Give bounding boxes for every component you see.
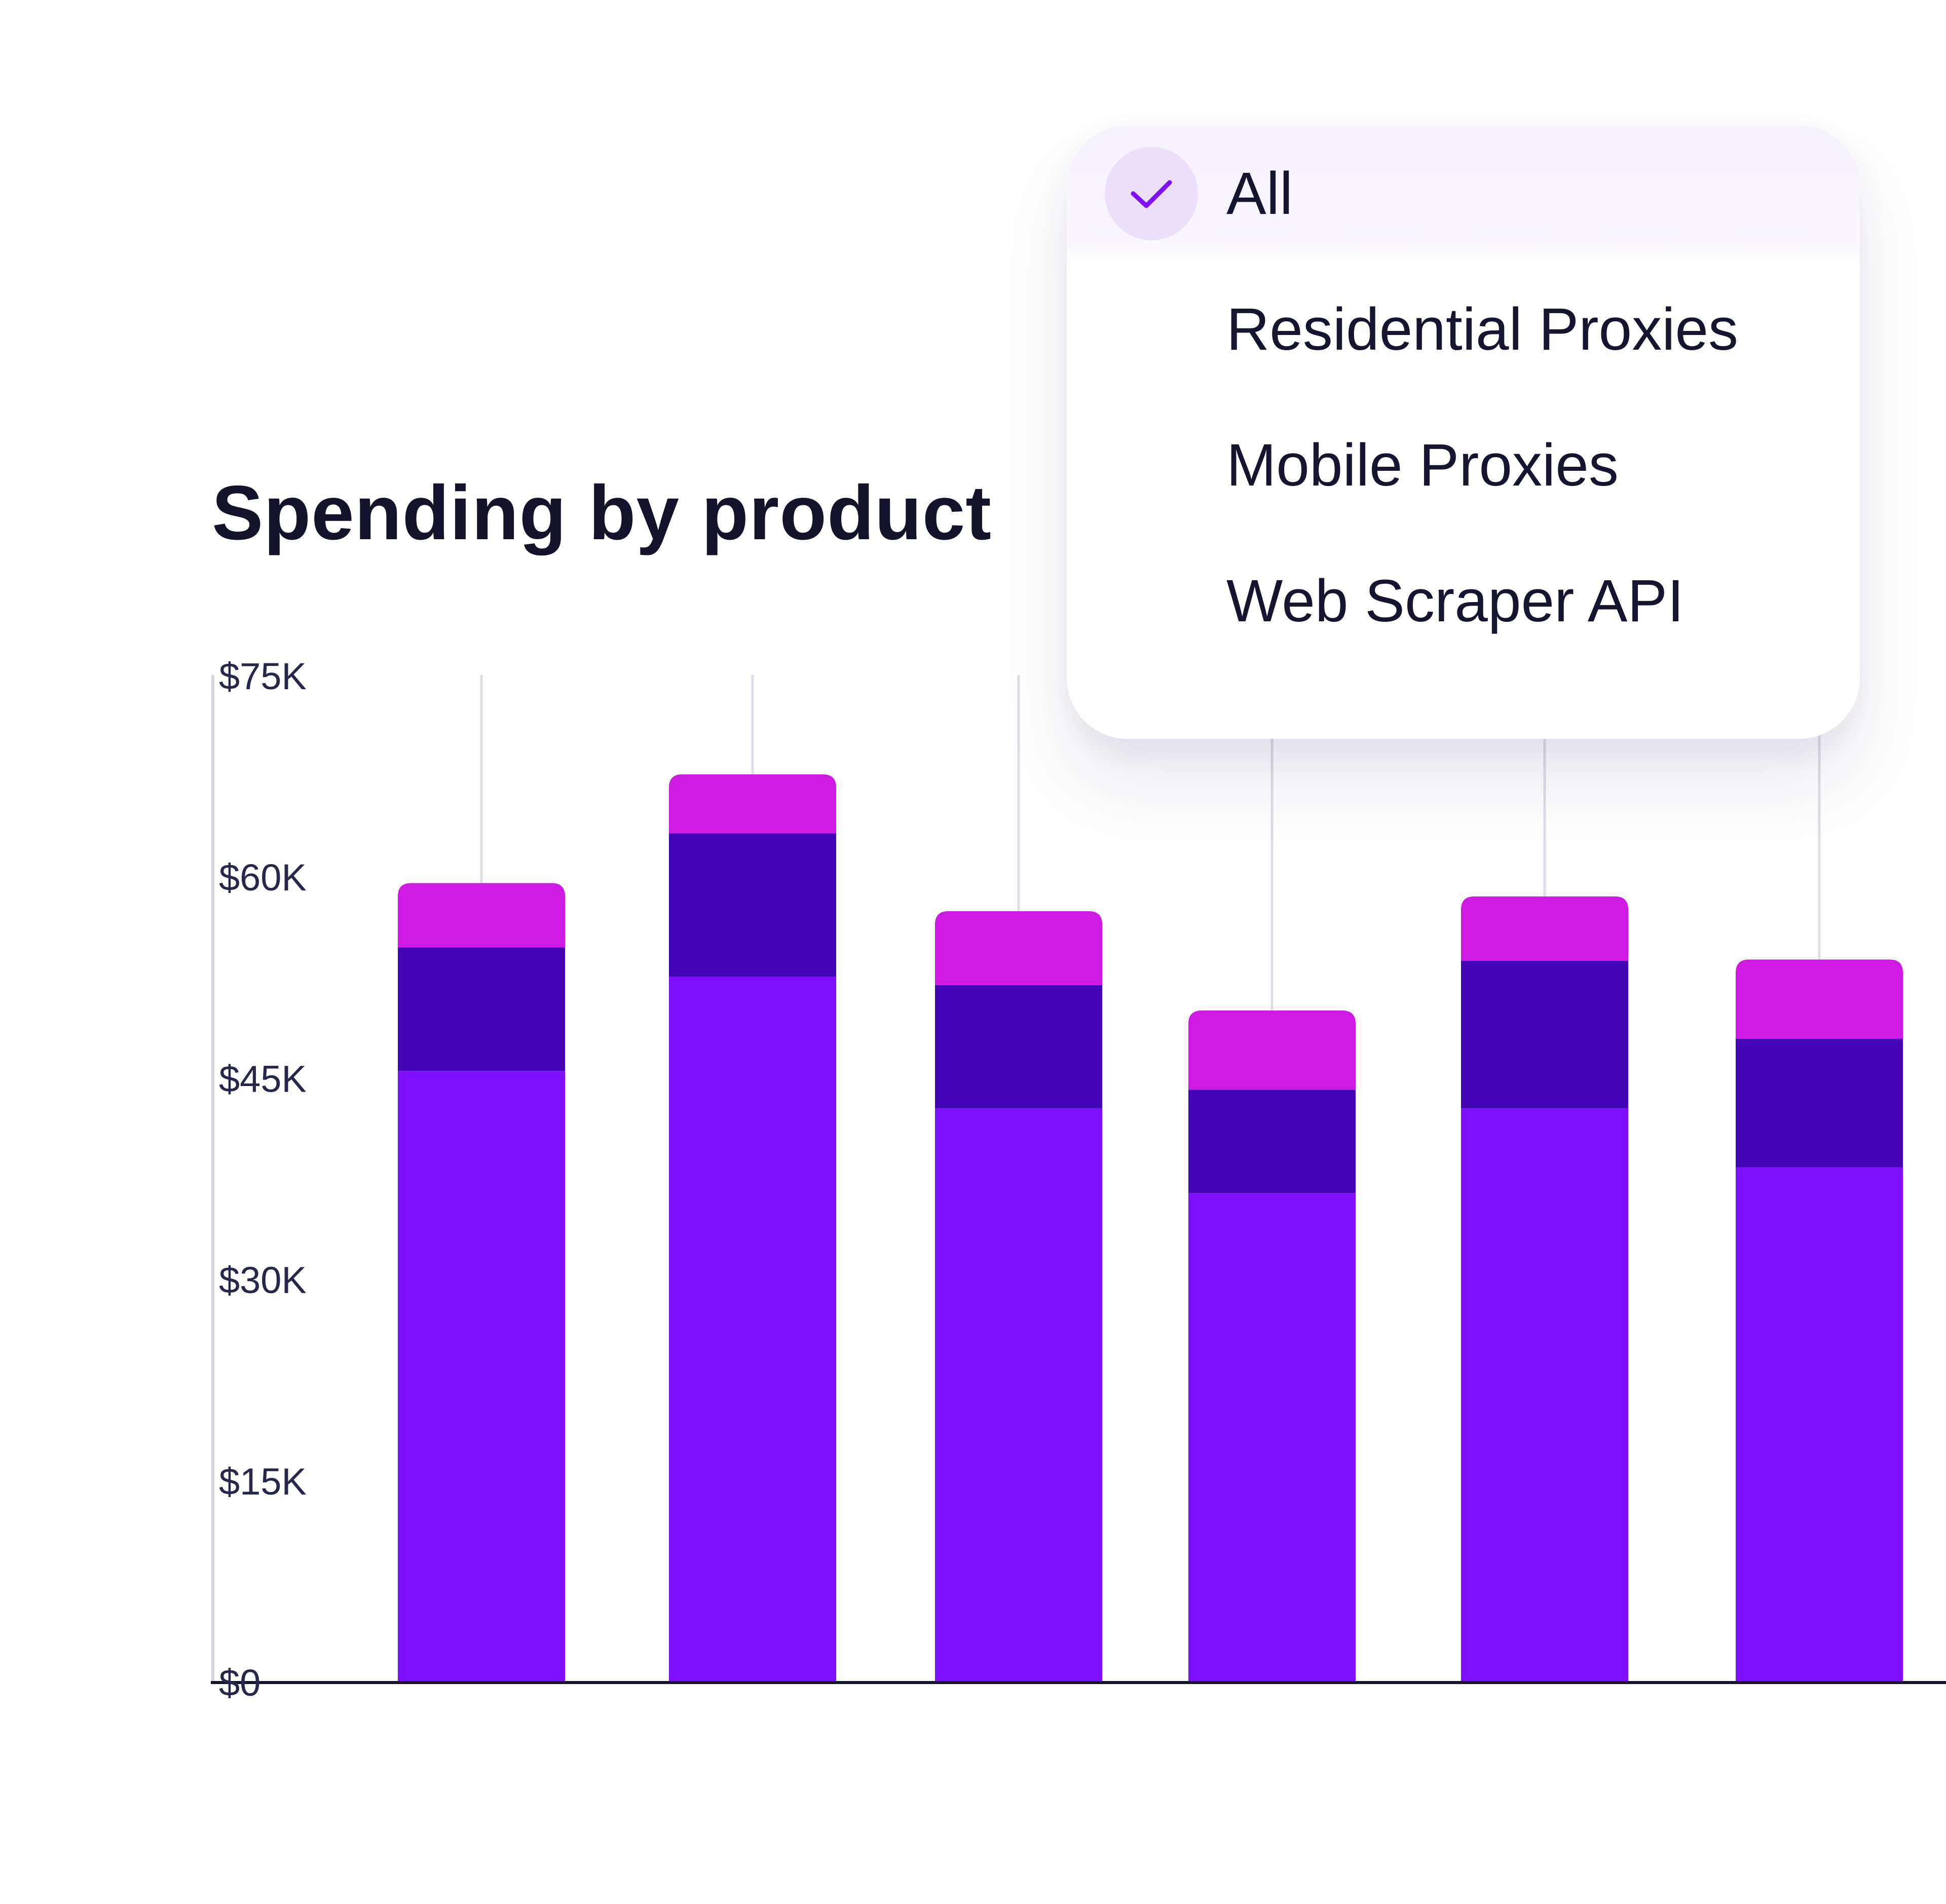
bar-segment	[935, 985, 1102, 1109]
bar-segment	[398, 947, 565, 1071]
dropdown-item-web-scraper-api[interactable]: Web Scraper API	[1067, 533, 1860, 669]
dropdown-item-mobile-proxies[interactable]: Mobile Proxies	[1067, 397, 1860, 533]
dropdown-item-residential-proxies[interactable]: Residential Proxies	[1067, 262, 1860, 397]
y-axis-ticks: $0 $15K $30K $45K $60K $75K	[219, 655, 307, 1704]
bar-segment	[1188, 1090, 1356, 1193]
dropdown-item-label: All	[1226, 160, 1293, 227]
y-tick-label: $15K	[219, 1461, 307, 1503]
bar-segment	[1736, 1038, 1903, 1168]
bar-segment	[1461, 1108, 1628, 1682]
dropdown-item-all[interactable]: All	[1067, 126, 1860, 262]
y-tick-label: $45K	[219, 1058, 307, 1100]
bar-segment	[669, 977, 836, 1682]
y-tick-label: $60K	[219, 856, 307, 899]
bar-segment	[935, 1108, 1102, 1682]
y-tick-label: $0	[219, 1662, 260, 1704]
chart-title: Spending by product	[212, 470, 992, 556]
bar-stacks	[398, 774, 1903, 1682]
bar-segment	[1736, 959, 1903, 1039]
bar-segment	[1188, 1193, 1356, 1682]
bar-segment	[669, 774, 836, 834]
bar-segment	[669, 833, 836, 977]
bar-segment	[398, 1071, 565, 1682]
dropdown-item-label: Mobile Proxies	[1226, 432, 1619, 499]
dropdown-item-label: Residential Proxies	[1226, 296, 1739, 363]
bar-segment	[1461, 961, 1628, 1109]
checkmark-icon	[1105, 147, 1198, 240]
bar-segment	[1461, 896, 1628, 961]
bar-segment	[1188, 1011, 1356, 1090]
bar-segment	[398, 883, 565, 948]
y-tick-label: $30K	[219, 1259, 307, 1301]
bar-segment	[935, 911, 1102, 985]
product-filter-dropdown[interactable]: All Residential Proxies Mobile Proxies W…	[1067, 126, 1860, 739]
bar-segment	[1736, 1167, 1903, 1682]
dropdown-item-label: Web Scraper API	[1226, 568, 1684, 634]
y-tick-label: $75K	[219, 655, 307, 697]
chart-axes	[211, 675, 1946, 1684]
